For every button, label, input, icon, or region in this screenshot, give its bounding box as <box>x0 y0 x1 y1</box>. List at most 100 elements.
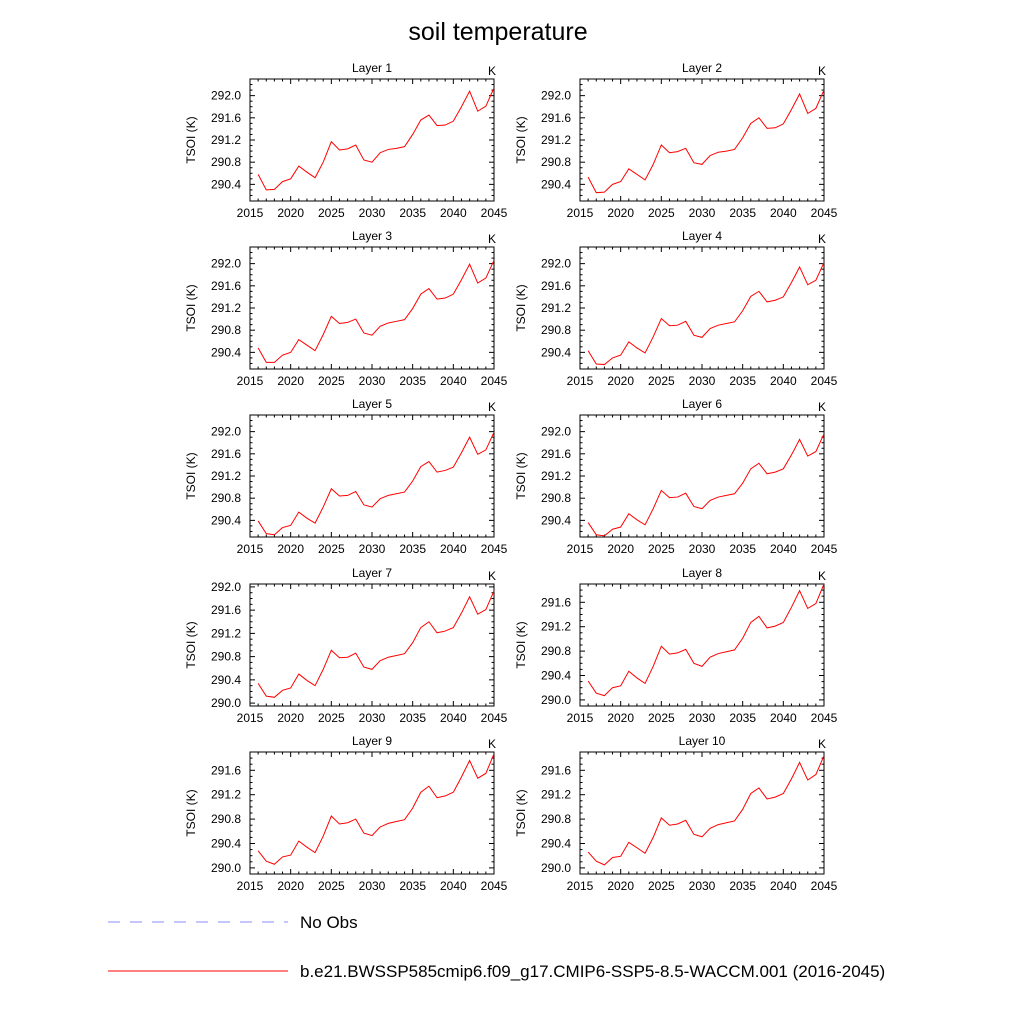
layer-1-y-tick-label: 292.0 <box>211 89 241 103</box>
layer-10-x-tick-label: 2035 <box>729 879 756 893</box>
layer-10-x-tick-label: 2030 <box>689 879 716 893</box>
layer-6-unit-label: K <box>818 400 826 414</box>
layer-5-y-tick-label: 291.6 <box>211 447 241 461</box>
layer-6-y-tick-label: 292.0 <box>541 425 571 439</box>
layer-10-x-tick-label: 2040 <box>770 879 797 893</box>
layer-8-x-tick-label: 2030 <box>689 711 716 725</box>
layer-8-x-tick-label: 2020 <box>607 711 634 725</box>
layer-5-y-tick-label: 290.4 <box>211 513 241 527</box>
layer-5-x-tick-label: 2015 <box>237 542 264 556</box>
layer-9-x-tick-label: 2045 <box>481 879 508 893</box>
legend-label-no-obs: No Obs <box>300 913 358 932</box>
layer-3-series-line <box>257 260 495 363</box>
layer-8-series-line <box>587 583 825 697</box>
layer-2-x-tick-label: 2030 <box>689 206 716 220</box>
layer-1-x-tick-label: 2020 <box>277 206 304 220</box>
layer-4-series-line <box>587 262 825 366</box>
layer-2-y-axis-label: TSOI (K) <box>514 116 528 163</box>
layer-4-x-tick-label: 2025 <box>648 374 675 388</box>
layer-3-x-tick-label: 2040 <box>440 374 467 388</box>
layer-10-x-tick-label: 2045 <box>811 879 838 893</box>
layer-2-x-tick-label: 2025 <box>648 206 675 220</box>
layer-10-y-tick-label: 290.0 <box>541 861 571 875</box>
layer-3-x-tick-label: 2030 <box>359 374 386 388</box>
layer-5-x-tick-label: 2020 <box>277 542 304 556</box>
layer-10-plot-frame <box>579 751 825 875</box>
layer-5-unit-label: K <box>488 400 496 414</box>
layer-1-y-axis-label: TSOI (K) <box>184 116 198 163</box>
panel-layer-9: Layer 9 K 2015 2020 2025 2030 2035 2040 2045 290.… <box>184 734 508 893</box>
layer-7-x-tick-label: 2015 <box>237 711 264 725</box>
layer-1-title: Layer 1 <box>352 61 392 75</box>
layer-7-x-tick-label: 2040 <box>440 711 467 725</box>
layer-9-x-tick-label: 2025 <box>318 879 345 893</box>
legend-label-model-run: b.e21.BWSSP585cmip6.f09_g17.CMIP6-SSP5-8… <box>300 962 885 981</box>
layer-8-x-tick-label: 2025 <box>648 711 675 725</box>
panel-layer-5: Layer 5 K 2015 2020 2025 2030 2035 2040 2045 290.… <box>184 397 508 556</box>
layer-10-y-tick-label: 290.4 <box>541 837 571 851</box>
layer-10-x-tick-label: 2015 <box>567 879 594 893</box>
layer-6-x-tick-label: 2030 <box>689 542 716 556</box>
layer-9-y-tick-label: 290.0 <box>211 861 241 875</box>
layer-7-x-tick-label: 2025 <box>318 711 345 725</box>
layer-7-y-tick-label: 291.2 <box>211 626 241 640</box>
layer-3-x-tick-label: 2045 <box>481 374 508 388</box>
panel-layer-1: Layer 1 K 2015 2020 2025 2030 2035 2040 2045 290.… <box>184 61 508 220</box>
layer-6-x-tick-label: 2015 <box>567 542 594 556</box>
layer-1-x-tick-label: 2035 <box>399 206 426 220</box>
layer-5-x-tick-label: 2035 <box>399 542 426 556</box>
layer-7-y-tick-label: 290.8 <box>211 650 241 664</box>
layer-7-x-tick-label: 2030 <box>359 711 386 725</box>
layer-3-x-tick-label: 2015 <box>237 374 264 388</box>
layer-2-y-tick-label: 291.6 <box>541 111 571 125</box>
layer-2-y-tick-label: 290.8 <box>541 155 571 169</box>
layer-9-y-tick-label: 290.8 <box>211 812 241 826</box>
layer-10-y-tick-label: 291.6 <box>541 763 571 777</box>
layer-10-title: Layer 10 <box>679 734 726 748</box>
layer-6-y-tick-label: 290.4 <box>541 513 571 527</box>
layer-6-y-tick-label: 291.2 <box>541 469 571 483</box>
layer-9-y-tick-label: 291.6 <box>211 763 241 777</box>
layer-1-y-tick-label: 291.6 <box>211 111 241 125</box>
layer-4-y-tick-label: 291.6 <box>541 279 571 293</box>
layer-5-y-tick-label: 291.2 <box>211 469 241 483</box>
panel-layer-8: Layer 8 K 2015 2020 2025 2030 2035 2040 2045 290.… <box>514 566 838 725</box>
layer-4-title: Layer 4 <box>682 229 722 243</box>
layer-7-y-tick-label: 292.0 <box>211 580 241 594</box>
layer-4-y-tick-label: 290.4 <box>541 345 571 359</box>
layer-8-y-tick-label: 290.4 <box>541 669 571 683</box>
layer-5-x-tick-label: 2030 <box>359 542 386 556</box>
layer-9-unit-label: K <box>488 737 496 751</box>
layer-2-x-tick-label: 2045 <box>811 206 838 220</box>
layer-8-x-tick-label: 2040 <box>770 711 797 725</box>
layer-9-x-tick-label: 2040 <box>440 879 467 893</box>
panel-layer-2: Layer 2 K 2015 2020 2025 2030 2035 2040 2045 290.… <box>514 61 838 220</box>
layer-2-title: Layer 2 <box>682 61 722 75</box>
panel-layer-10: Layer 10 K 2015 2020 2025 2030 2035 2040 2045 290… <box>514 734 838 893</box>
layer-5-plot-frame <box>249 414 495 538</box>
layer-6-plot-frame <box>579 414 825 538</box>
layer-9-x-tick-label: 2020 <box>277 879 304 893</box>
layer-7-y-axis-label: TSOI (K) <box>184 621 198 668</box>
layer-4-x-tick-label: 2020 <box>607 374 634 388</box>
layer-9-y-axis-label: TSOI (K) <box>184 789 198 836</box>
layer-8-y-tick-label: 291.6 <box>541 595 571 609</box>
layer-3-plot-frame <box>249 246 495 370</box>
layer-4-x-tick-label: 2035 <box>729 374 756 388</box>
layer-5-x-tick-label: 2025 <box>318 542 345 556</box>
layer-10-y-tick-label: 290.8 <box>541 812 571 826</box>
layer-6-y-tick-label: 291.6 <box>541 447 571 461</box>
layer-5-y-axis-label: TSOI (K) <box>184 452 198 499</box>
layer-10-series-line <box>587 755 825 866</box>
layer-1-series-line <box>257 87 495 191</box>
layer-10-x-tick-label: 2020 <box>607 879 634 893</box>
layer-10-unit-label: K <box>818 737 826 751</box>
layer-3-y-tick-label: 292.0 <box>211 257 241 271</box>
layer-4-x-tick-label: 2015 <box>567 374 594 388</box>
panel-grid: Layer 1 K 2015 2020 2025 2030 2035 2040 2045 290.… <box>184 61 838 893</box>
figure-title: soil temperature <box>408 18 587 46</box>
panel-layer-7: Layer 7 K 2015 2020 2025 2030 2035 2040 2045 290.… <box>184 566 508 725</box>
layer-9-y-tick-label: 290.4 <box>211 837 241 851</box>
layer-10-x-tick-label: 2025 <box>648 879 675 893</box>
layer-10-y-tick-label: 291.2 <box>541 788 571 802</box>
